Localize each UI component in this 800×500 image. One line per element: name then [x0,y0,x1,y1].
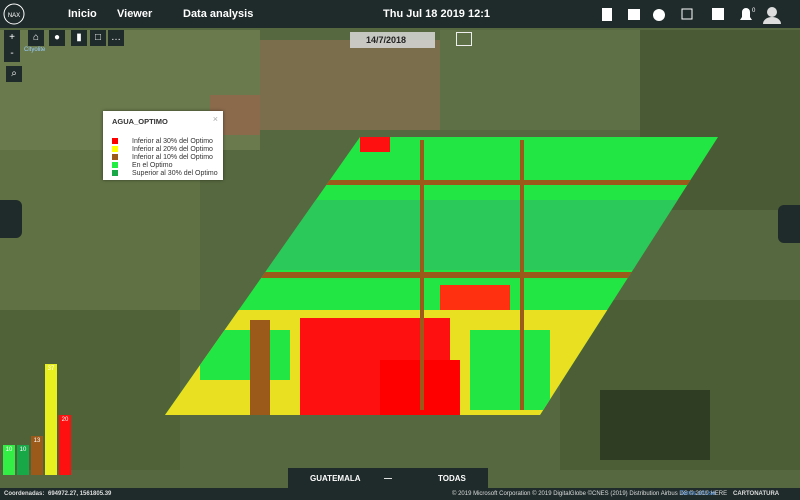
legend-item: Inferior al 30% del Optimo [112,138,213,146]
bar-label: 13 [33,438,41,444]
legend-label: Inferior al 30% del Optimo [132,138,213,145]
legend-label: Inferior al 20% del Optimo [132,146,213,153]
bar: 10 [17,445,29,475]
bar-label: 37 [47,366,55,372]
more-button[interactable]: … [108,30,124,46]
zoom-in[interactable]: + [4,30,20,46]
top-nav: NAX Inicio Viewer Data analysis Thu Jul … [0,0,800,28]
logo[interactable]: NAX [2,2,26,26]
legend-item: Inferior al 10% del Optimo [112,154,213,162]
bottom-bar: GUATEMALA — TODAS [288,468,488,488]
coords-label: Coordenadas: [4,491,45,497]
legend-item: Superior al 30% del Optimo [112,170,218,178]
footer: Coordenadas: 694972.27, 1561805.39 © 201… [0,488,800,500]
legend-item: Inferior al 20% del Optimo [112,146,213,154]
brand: CARTONATURA [733,491,780,497]
legend-swatch [112,138,118,145]
home-button[interactable]: ⌂ [28,30,44,46]
bar-label: 10 [19,447,27,453]
legend-label: Superior al 30% del Optimo [132,170,218,177]
legend-close[interactable]: × [212,114,218,124]
bar: 37 [45,364,57,475]
search-button[interactable]: ⌕ [6,66,22,82]
legend-swatch [112,154,118,161]
zoom-out[interactable]: - [4,46,20,62]
locate-button[interactable]: ● [49,30,65,46]
left-panel-tab[interactable] [0,200,22,238]
bar: 13 [31,436,43,475]
legend-swatch [112,162,118,169]
filter[interactable]: TODAS [438,474,466,483]
delete-button[interactable]: ▮ [71,30,87,46]
notification-count: 0 [752,8,756,14]
terms[interactable]: Terms of Use [680,491,716,497]
legend-item: En el Optimo [112,162,172,170]
legend-swatch [112,146,118,153]
coords: 694972.27, 1561805.39 [48,491,112,497]
layers-compare[interactable] [456,32,472,46]
legend-label: Inferior al 10% del Optimo [132,154,213,161]
right-panel-tab[interactable] [778,205,800,243]
datetime: Thu Jul 18 2019 12:1 [383,8,490,20]
nav-viewer[interactable]: Viewer [117,8,153,20]
date-picker[interactable]: 14/7/2018 [366,35,407,45]
separator: — [384,474,392,483]
legend-swatch [112,170,118,177]
nav-icons[interactable]: 0 [600,6,800,24]
nav-inicio[interactable]: Inicio [68,8,97,20]
bar: 20 [59,415,71,475]
legend-title: AGUA_OPTIMO [112,117,168,126]
bar-label: 10 [5,447,13,453]
logo-text: NAX [8,13,20,19]
copyright: © 2019 Microsoft Corporation © 2019 Digi… [452,491,728,497]
select-button[interactable]: □ [90,30,106,46]
nav-data-analysis[interactable]: Data analysis [183,8,254,20]
bar: 10 [3,445,15,475]
attribution: Cityolite [24,47,46,53]
legend-label: En el Optimo [132,162,173,169]
bar-label: 20 [61,417,69,423]
region[interactable]: GUATEMALA [310,474,361,483]
legend: AGUA_OPTIMO × Inferior al 30% del Optimo… [103,111,223,180]
